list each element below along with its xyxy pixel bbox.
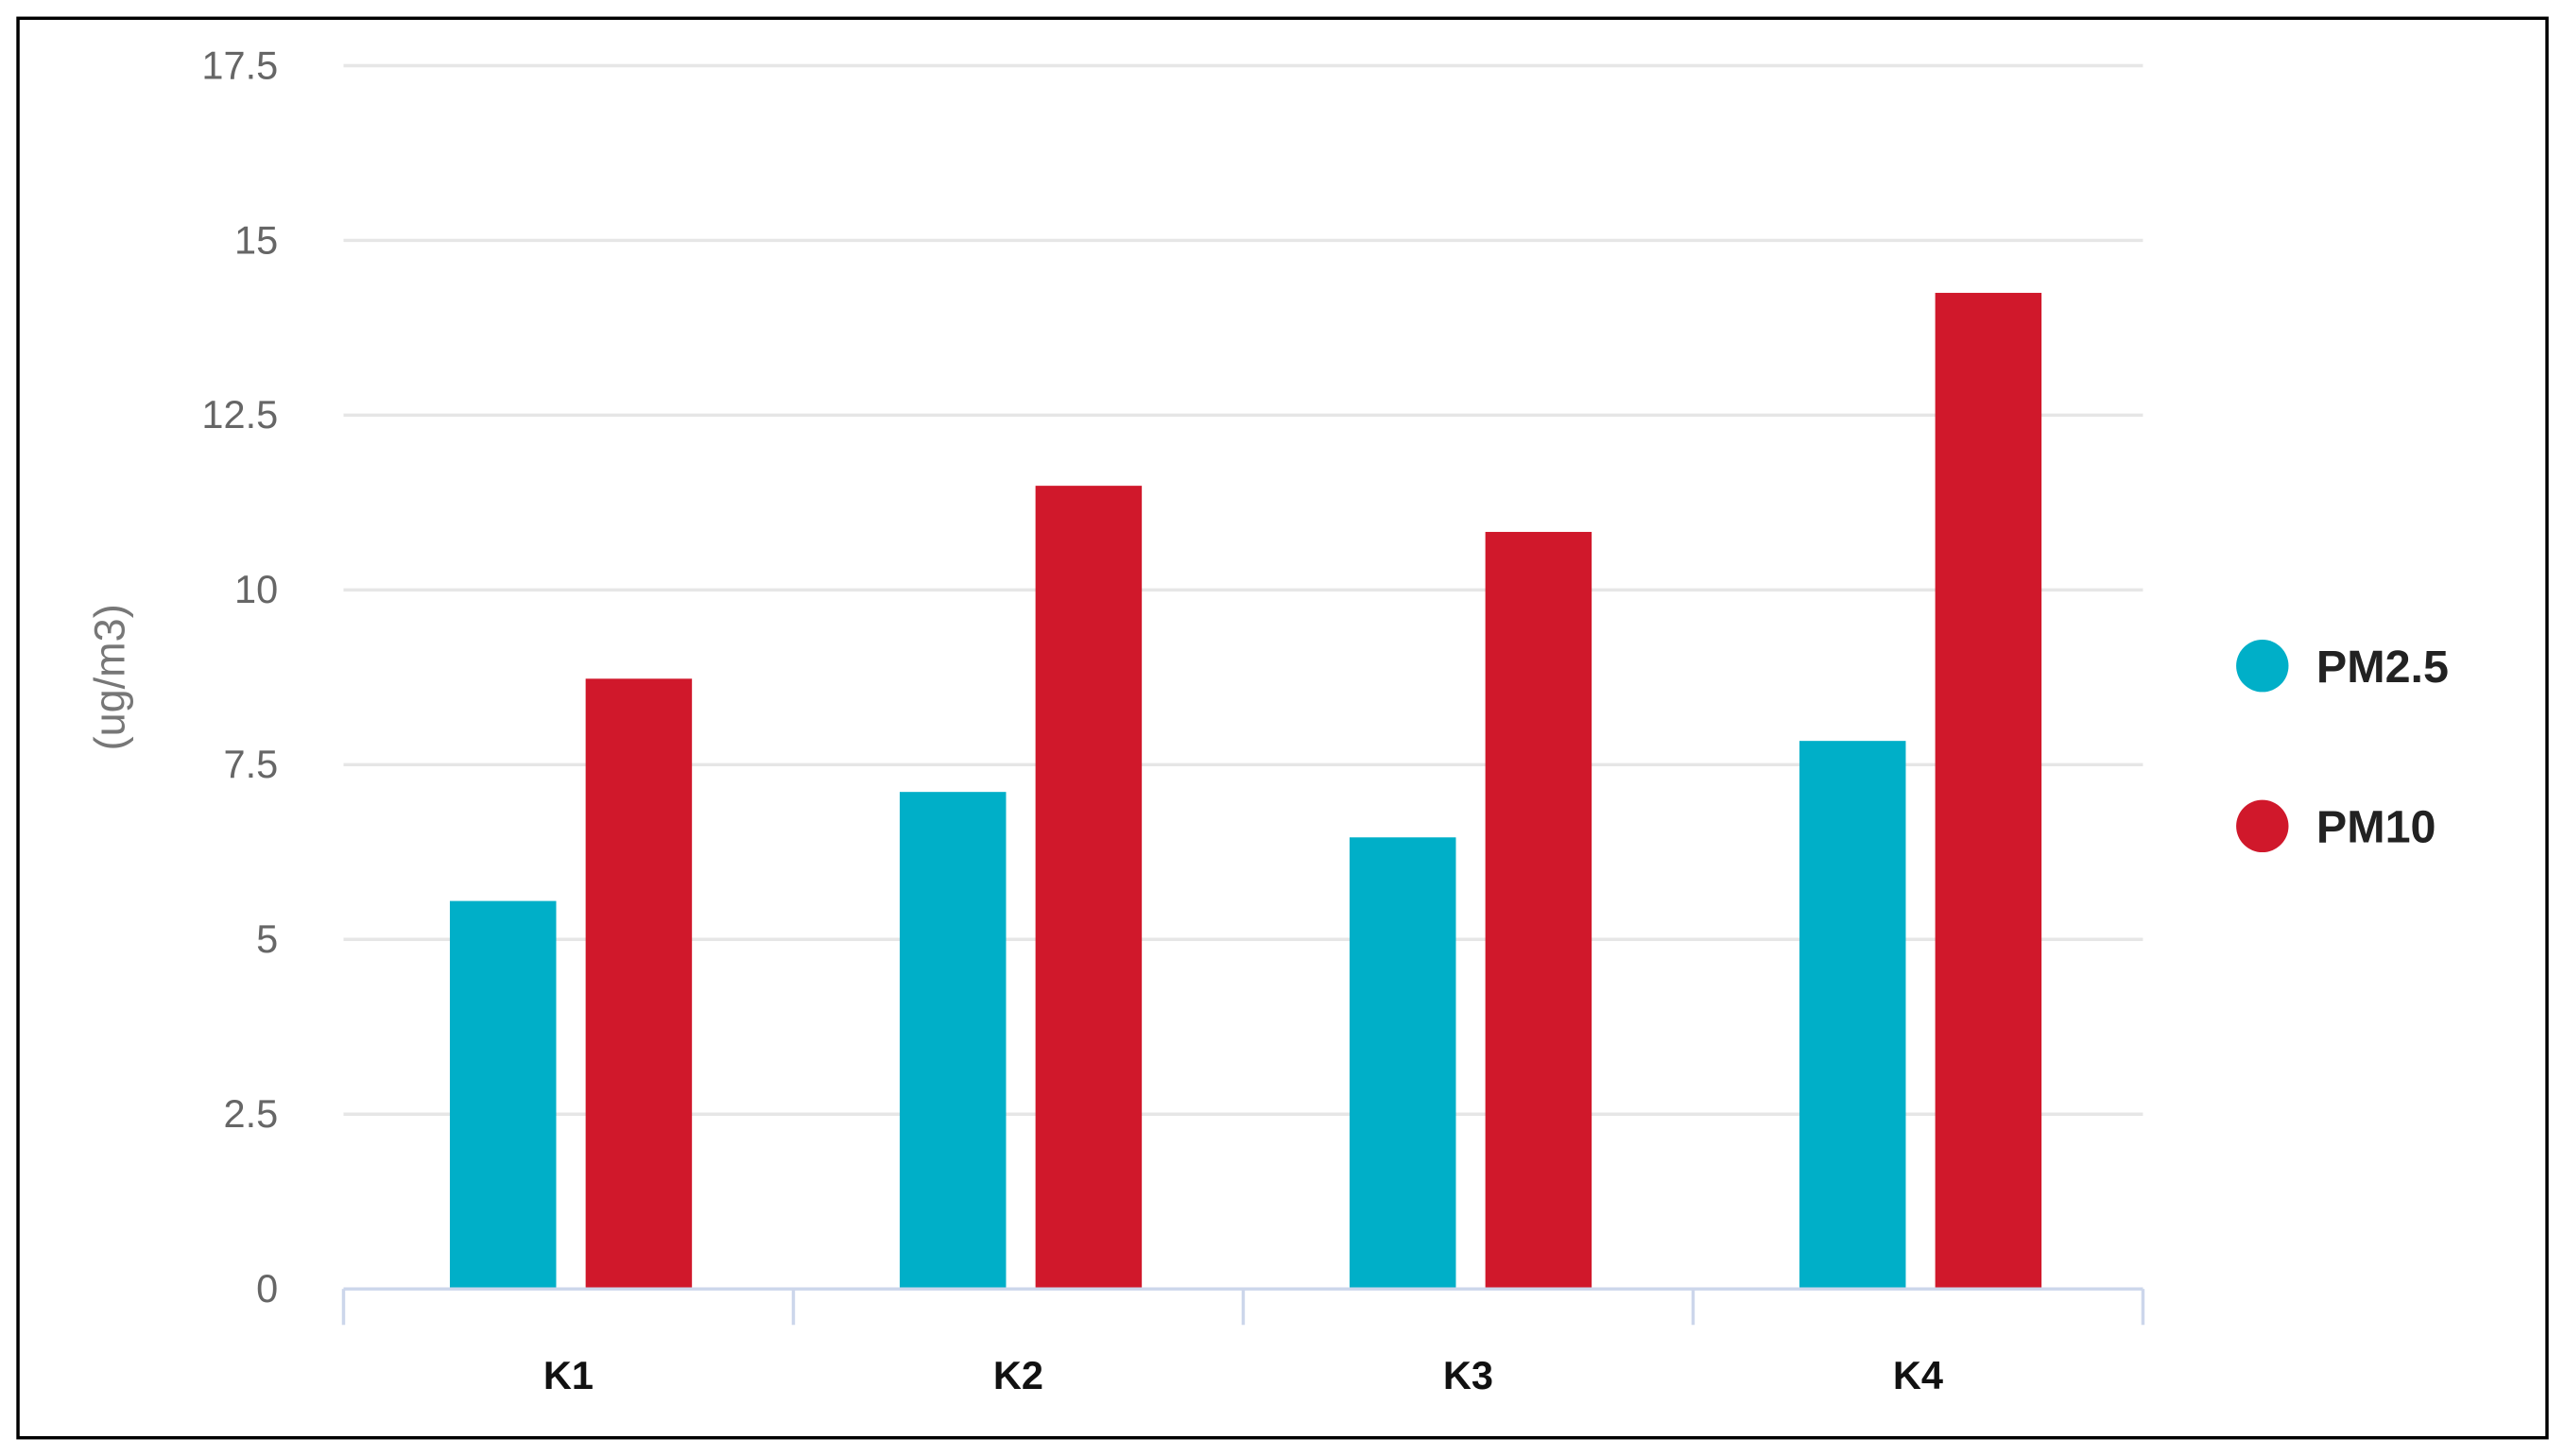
y-tick-label: 10 <box>234 567 278 611</box>
y-axis-ticks: 0 2.5 5 7.5 10 12.5 15 17.5 <box>201 43 278 1310</box>
legend: PM2.5 PM10 <box>2236 640 2449 853</box>
chart-border <box>16 16 2549 1440</box>
bar-pm10-k1 <box>585 678 693 1290</box>
bar-pm25-k1 <box>449 900 557 1290</box>
y-tick-label: 15 <box>234 217 278 262</box>
y-tick-label: 12.5 <box>201 392 278 437</box>
y-tick-label: 2.5 <box>224 1091 279 1136</box>
y-tick-label: 17.5 <box>201 43 278 87</box>
legend-marker <box>2236 799 2289 853</box>
x-tick-label: K3 <box>1443 1353 1493 1397</box>
x-tick-label: K4 <box>1893 1353 1943 1397</box>
y-tick-label: 7.5 <box>224 742 279 786</box>
y-tick-label: 5 <box>256 916 278 961</box>
bar-pm10-k2 <box>1035 486 1143 1290</box>
y-tick-label: 0 <box>256 1266 278 1310</box>
x-tick-label: K1 <box>543 1353 594 1397</box>
bar-pm25-k3 <box>1349 837 1456 1290</box>
bar-pm10-k4 <box>1935 292 2042 1290</box>
y-axis-title: (ug/m3) <box>86 604 134 750</box>
legend-label: PM10 <box>2316 802 2436 853</box>
legend-marker <box>2236 640 2289 693</box>
legend-label: PM2.5 <box>2316 642 2449 693</box>
x-tick-label: K2 <box>993 1353 1043 1397</box>
bar-pm25-k4 <box>1799 741 1906 1290</box>
bar-pm10-k3 <box>1485 531 1592 1290</box>
x-axis: K1 K2 K3 K4 <box>341 1287 2145 1397</box>
bars <box>449 292 2042 1290</box>
bar-pm25-k2 <box>899 792 1007 1290</box>
